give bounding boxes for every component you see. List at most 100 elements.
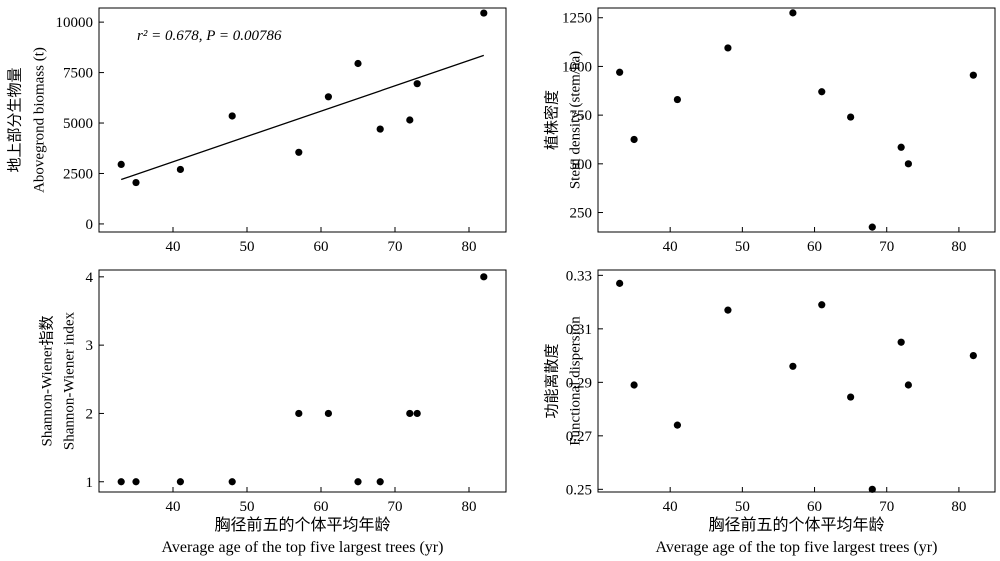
plot-frame [597, 7, 996, 233]
data-point [847, 393, 855, 401]
y-axis-label-en: Shannon-Wiener index [61, 311, 77, 450]
y-axis-label-cn: Shannon-Wiener指数 [38, 315, 55, 446]
data-point [354, 59, 362, 68]
x-tick-label: 80 [951, 239, 966, 255]
x-tick-label: 40 [166, 499, 181, 515]
data-point [969, 71, 977, 79]
y-tick-label: 0.31 [566, 322, 592, 338]
data-point [295, 148, 303, 156]
data-point [847, 113, 855, 121]
x-axis-label-en: Average age of the top five largest tree… [656, 539, 938, 556]
x-tick-label: 70 [879, 499, 894, 515]
y-axis-label-cn: 地上部分生物量 [6, 67, 23, 172]
y-tick-label: 250 [570, 206, 593, 222]
x-tick-label: 40 [663, 499, 678, 515]
data-point [616, 68, 624, 76]
data-point [818, 88, 826, 96]
x-tick-label: 60 [314, 239, 329, 255]
data-point [673, 95, 682, 104]
panel-stem-density: 40 50 60 70 80 250 500 750 1000 1250 植株密度 Stem dens… [543, 7, 996, 255]
y-axis-label-en: Abovegrond biomass (t) [31, 47, 47, 193]
data-point [117, 160, 125, 168]
regression-annotation: r² = 0.678, P = 0.00786 [137, 28, 282, 44]
data-point [354, 478, 362, 486]
x-tick-label: 70 [879, 239, 894, 255]
x-tick-label: 50 [735, 239, 750, 255]
data-point [295, 409, 303, 418]
x-tick-label: 80 [462, 499, 477, 515]
x-tick-label: 70 [388, 499, 403, 515]
data-point [724, 44, 732, 52]
y-tick-label: 3 [86, 338, 94, 354]
data-point [724, 306, 732, 314]
x-tick-label: 50 [240, 499, 255, 515]
data-point [132, 478, 140, 486]
y-tick-label: 1000 [562, 59, 592, 75]
data-point [117, 478, 125, 486]
data-point [376, 478, 384, 486]
x-tick-label: 60 [807, 239, 822, 255]
x-tick-label: 80 [951, 499, 966, 515]
x-tick-label: 70 [388, 239, 403, 255]
x-axis-label-en: Average age of the top five largest tree… [162, 539, 444, 556]
panel-aboveground-biomass: 40 50 60 70 80 0 2500 5000 7500 10000 地上部分生物量 Above… [6, 7, 507, 255]
data-point [789, 362, 797, 370]
plot-frame [98, 269, 507, 493]
data-point [616, 279, 624, 287]
x-tick-label: 60 [314, 499, 329, 515]
x-axis-label-cn: 胸径前五的个体平均年龄 [708, 516, 884, 534]
y-tick-label: 0.29 [566, 375, 592, 391]
y-axis-label-en: Functional dispersion [567, 316, 583, 446]
y-tick-label: 2 [86, 406, 94, 422]
data-point [413, 80, 421, 88]
data-point [897, 143, 905, 151]
y-tick-label: 500 [570, 157, 593, 173]
y-tick-label: 0.25 [566, 482, 592, 498]
y-tick-label: 0.33 [566, 268, 592, 284]
data-point [630, 135, 638, 144]
y-tick-label: 2500 [63, 166, 93, 182]
plot-frame [98, 7, 507, 233]
y-tick-label: 1 [86, 475, 94, 491]
y-tick-label: 750 [570, 108, 593, 124]
y-axis-label-cn: 植株密度 [543, 90, 560, 150]
data-point [228, 478, 236, 486]
data-point [176, 478, 184, 486]
data-point [376, 125, 384, 133]
y-axis-label-en: Stem density (stem/ha) [567, 51, 583, 189]
data-point [176, 165, 184, 174]
panel-shannon-wiener: 40 50 60 70 80 1 2 3 4 Shannon-Wiener指数 Shannon-Wi… [38, 269, 507, 556]
data-point [324, 93, 332, 101]
x-tick-label: 40 [166, 239, 181, 255]
x-tick-label: 80 [462, 239, 477, 255]
data-point [904, 381, 912, 389]
data-point [406, 116, 414, 124]
data-point [480, 273, 488, 281]
regression-line [120, 54, 485, 181]
y-tick-label: 7500 [63, 66, 93, 82]
y-axis-label-cn: 功能离散度 [543, 343, 560, 418]
x-tick-label: 40 [663, 239, 678, 255]
data-point [480, 9, 488, 17]
y-tick-label: 0 [86, 217, 94, 233]
data-point [868, 223, 876, 231]
y-tick-label: 1250 [562, 11, 592, 27]
data-point [969, 351, 977, 360]
data-point [818, 301, 826, 309]
x-tick-label: 60 [807, 499, 822, 515]
data-point [673, 421, 682, 429]
data-point [413, 409, 421, 418]
data-point [132, 178, 140, 187]
data-point [868, 485, 876, 493]
y-tick-label: 5000 [63, 116, 93, 132]
data-point [228, 112, 236, 120]
data-point [630, 381, 638, 389]
data-point [406, 409, 414, 418]
data-point [904, 160, 912, 168]
y-tick-label: 0.27 [566, 429, 593, 445]
data-point [897, 338, 905, 346]
x-tick-label: 50 [735, 499, 750, 515]
x-tick-label: 50 [240, 239, 255, 255]
panel-functional-dispersion: 40 50 60 70 80 0.25 0.27 0.29 0.31 0.33 功能离散度 Funct… [543, 268, 996, 556]
